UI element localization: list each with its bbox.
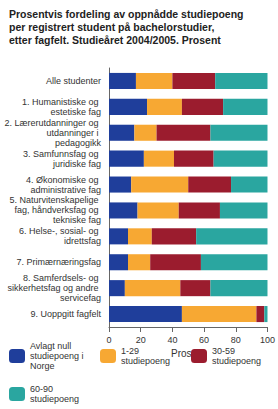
svg-text:40: 40 [167,335,177,345]
svg-text:3. Samfunnsfag og: 3. Samfunnsfag og [23,149,101,159]
svg-text:juridiske fag: juridiske fag [52,159,101,169]
svg-text:60-90: 60-90 [30,384,56,394]
svg-text:2. Lærerutdanninger og: 2. Lærerutdanninger og [4,118,101,128]
svg-text:pedagogikk: pedagogikk [55,138,102,148]
svg-text:1. Humanistiske og: 1. Humanistiske og [22,97,101,107]
svg-text:Avlagt null: Avlagt null [30,341,74,351]
svg-text:idrettsfag: idrettsfag [64,236,101,246]
svg-text:9. Uoppgitt fagfelt: 9. Uoppgitt fagfelt [30,309,101,319]
svg-text:6. Helse-, sosial- og: 6. Helse-, sosial- og [19,226,101,236]
svg-text:per registrert student på bach: per registrert student på bachelorstudie… [9,21,217,33]
svg-text:4. Økonomiske og: 4. Økonomiske og [26,175,101,185]
svg-text:sikkerhetsfag og andre: sikkerhetsfag og andre [7,283,101,293]
svg-text:0: 0 [106,335,111,345]
svg-text:1-29: 1-29 [121,346,142,356]
svg-text:30-59: 30-59 [212,346,238,356]
svg-text:fag, håndverksfag og: fag, håndverksfag og [14,205,101,215]
svg-text:80: 80 [231,335,241,345]
svg-text:utdanninger i: utdanninger i [46,128,101,138]
svg-text:8. Samferdsels- og: 8. Samferdsels- og [23,273,101,283]
svg-text:7. Primærnæringsfag: 7. Primærnæringsfag [16,257,101,267]
svg-text:servicefag: servicefag [60,293,101,303]
svg-text:Alle studenter: Alle studenter [46,76,101,86]
svg-text:studiepoeng: studiepoeng [121,356,170,366]
svg-text:Prosent: Prosent [171,348,206,360]
svg-text:studiepoeng: studiepoeng [30,394,79,404]
svg-text:5. Naturvitenskapelige: 5. Naturvitenskapelige [9,195,101,205]
svg-text:administrative fag: administrative fag [30,185,101,195]
svg-text:Norge: Norge [30,361,55,371]
svg-text:100: 100 [260,335,275,345]
svg-text:studiepoeng i: studiepoeng i [30,351,86,361]
svg-text:60: 60 [199,335,209,345]
svg-text:studiepoeng: studiepoeng [212,356,261,366]
svg-text:etter fagfelt. Studieåret 2004: etter fagfelt. Studieåret 2004/2005. Pro… [9,34,221,46]
svg-text:tekniske fag: tekniske fag [53,215,101,225]
svg-text:Prosentvis fordeling av oppnåd: Prosentvis fordeling av oppnådde studiep… [9,8,246,20]
svg-text:estetiske fag: estetiske fag [50,107,101,117]
svg-text:20: 20 [136,335,146,345]
